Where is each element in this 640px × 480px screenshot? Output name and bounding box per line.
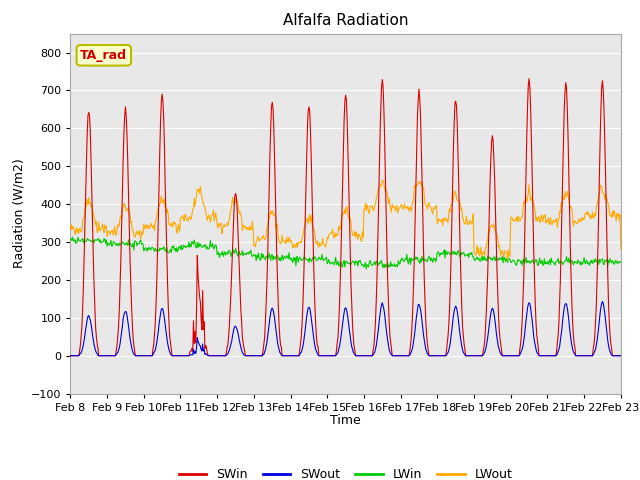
Y-axis label: Radiation (W/m2): Radiation (W/m2) <box>12 159 26 268</box>
X-axis label: Time: Time <box>330 414 361 427</box>
Title: Alfalfa Radiation: Alfalfa Radiation <box>283 13 408 28</box>
Text: TA_rad: TA_rad <box>80 49 127 62</box>
Legend: SWin, SWout, LWin, LWout: SWin, SWout, LWin, LWout <box>179 468 513 480</box>
